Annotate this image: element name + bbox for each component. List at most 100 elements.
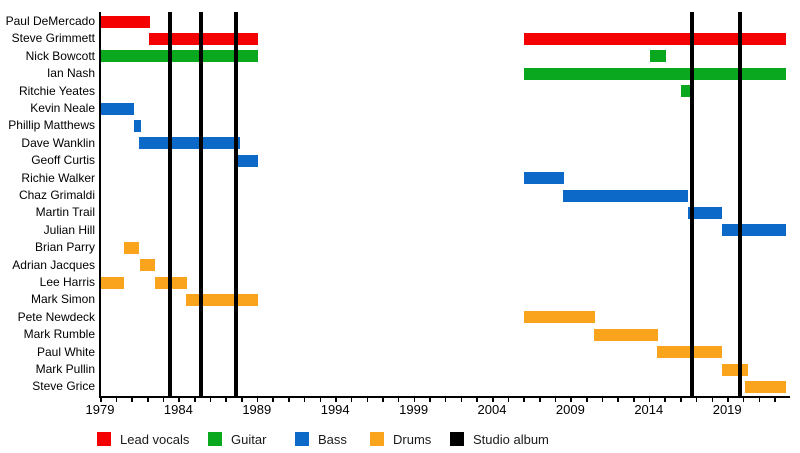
member-name-label: Paul DeMercado [5, 14, 95, 28]
x-axis-tick [350, 398, 353, 402]
x-axis-tick [131, 398, 133, 402]
x-axis-tick [429, 398, 431, 402]
x-axis-tick [742, 398, 745, 402]
member-tenure-bar [656, 346, 723, 359]
x-axis-tick [460, 398, 463, 402]
studio-album-line [690, 12, 695, 398]
x-axis-tick [397, 398, 400, 402]
member-name-label: Steve Grimmett [11, 31, 95, 46]
x-axis-tick [523, 398, 525, 402]
x-axis-tick [194, 398, 196, 402]
x-axis-tick [507, 398, 510, 402]
member-name-label: Paul White [36, 344, 95, 359]
x-axis-tick [209, 398, 212, 402]
member-tenure-bar [100, 102, 135, 115]
member-tenure-bar [524, 67, 786, 80]
member-name-label: Brian Parry [34, 240, 95, 255]
legend-swatch-album-icon [450, 432, 464, 446]
x-axis-tick [366, 398, 369, 402]
x-axis-tick [225, 398, 227, 402]
x-axis-tick [241, 398, 243, 402]
x-axis-tick [382, 398, 384, 402]
member-name-label: Pete Newdeck [17, 309, 95, 324]
x-axis-line [99, 396, 790, 398]
member-tenure-bar [745, 380, 786, 393]
member-tenure-bar [649, 50, 667, 63]
member-name-label: Ian Nash [46, 66, 95, 81]
member-name-label: Nick Bowcott [25, 48, 95, 63]
x-axis-tick-label: 1994 [320, 402, 350, 417]
x-axis-tick [444, 398, 447, 402]
x-axis-tick [476, 398, 478, 402]
member-tenure-bar [524, 32, 786, 45]
member-tenure-bar [186, 293, 259, 306]
x-axis-tick [413, 398, 416, 402]
member-name-label: Mark Rumble [23, 327, 95, 342]
member-name-label: Steve Grice [32, 379, 95, 394]
x-axis-tick [695, 398, 698, 402]
member-tenure-bar [139, 137, 240, 150]
member-tenure-bar [100, 50, 259, 63]
member-tenure-bar [148, 32, 259, 45]
x-axis-tick-label: 2019 [712, 402, 742, 417]
studio-album-line [738, 12, 743, 398]
member-name-label: Mark Simon [30, 292, 95, 307]
member-name-label: Kevin Neale [30, 101, 95, 115]
member-tenure-bar [722, 224, 786, 237]
x-axis-tick [335, 398, 337, 402]
member-tenure-bar [100, 276, 125, 289]
member-tenure-bar [722, 363, 748, 376]
x-axis-tick-label: 1989 [242, 402, 272, 417]
member-name-label: Mark Pullin [35, 362, 95, 376]
legend-swatch-bass-icon [295, 432, 309, 446]
member-tenure-bar [680, 85, 690, 98]
member-name-label: Richie Walker [21, 170, 95, 185]
studio-album-line [233, 12, 238, 398]
x-axis-tick-label: 1979 [85, 402, 115, 417]
member-name-label: Phillip Matthews [8, 118, 95, 133]
x-axis-tick [554, 398, 557, 402]
y-axis-line [99, 12, 101, 398]
legend-swatch-guitar-icon [208, 432, 222, 446]
member-tenure-bar [688, 206, 723, 219]
x-axis-tick [492, 398, 494, 402]
legend-label: Lead vocals [120, 432, 190, 447]
member-tenure-bar [123, 241, 140, 254]
x-axis-tick [633, 398, 635, 402]
member-tenure-bar [139, 259, 155, 272]
member-name-label: Martin Trail [35, 205, 95, 220]
x-axis-tick [272, 398, 274, 402]
x-axis-tick [758, 398, 761, 402]
member-tenure-bar [562, 189, 688, 202]
x-axis-tick [617, 398, 619, 402]
member-name-label: Julian Hill [43, 222, 95, 237]
x-axis-tick [727, 398, 729, 402]
x-axis-tick [256, 398, 259, 402]
x-axis-tick [100, 398, 102, 402]
legend-swatch-drums-icon [370, 432, 384, 446]
x-axis-tick [601, 398, 604, 402]
member-tenure-bar [133, 119, 141, 132]
member-name-label: Adrian Jacques [12, 257, 95, 272]
legend-label: Bass [318, 432, 347, 447]
x-axis-tick [664, 398, 666, 402]
x-axis-tick [303, 398, 306, 402]
member-tenure-bar [524, 311, 596, 324]
x-axis-tick [711, 398, 714, 402]
x-axis-tick-label: 1999 [399, 402, 429, 417]
x-axis-tick-label: 2009 [555, 402, 585, 417]
x-axis-tick [319, 398, 322, 402]
member-tenure-bar [237, 154, 259, 167]
x-axis-tick [648, 398, 651, 402]
legend-label: Studio album [473, 432, 549, 447]
member-tenure-bar [593, 328, 659, 341]
x-axis-tick [147, 398, 149, 402]
x-axis-tick [115, 398, 118, 402]
x-axis-tick [539, 398, 541, 402]
member-name-label: Dave Wanklin [21, 135, 95, 150]
x-axis-tick [680, 398, 682, 402]
x-axis-tick-label: 2004 [477, 402, 507, 417]
legend-label: Drums [393, 432, 432, 447]
x-axis-tick [162, 398, 165, 402]
